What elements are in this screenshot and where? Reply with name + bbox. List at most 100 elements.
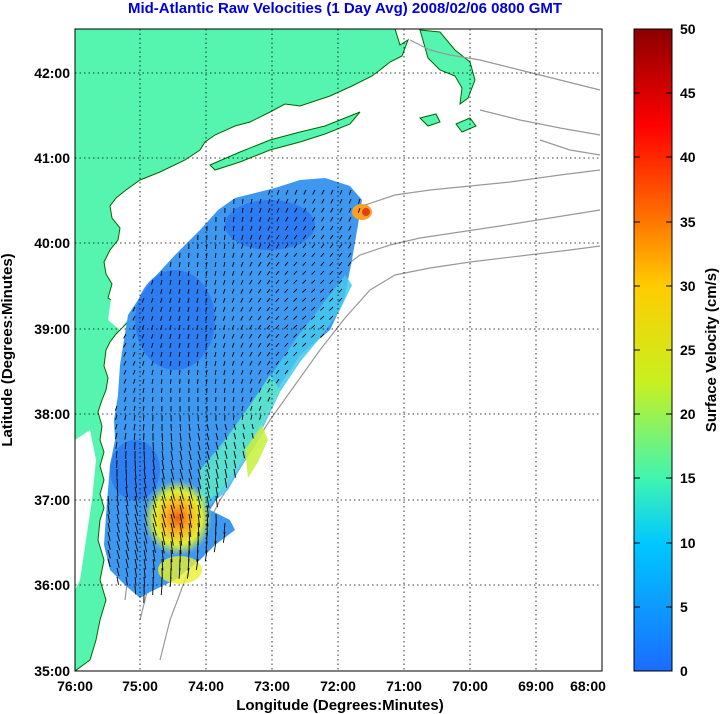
velocity-vector: [339, 225, 343, 231]
velocity-vector: [134, 495, 138, 507]
velocity-vector: [232, 414, 235, 421]
velocity-vector: [116, 576, 120, 585]
velocity-vector: [231, 288, 235, 294]
velocity-vector: [223, 369, 226, 376]
velocity-vector: [132, 342, 136, 348]
velocity-vector: [188, 252, 190, 259]
velocity-vector: [301, 315, 307, 320]
velocity-vector: [134, 468, 137, 479]
velocity-vector: [197, 504, 201, 518]
velocity-vector: [293, 243, 298, 249]
velocity-vector: [275, 324, 280, 330]
velocity-vector: [116, 486, 119, 497]
velocity-vector: [258, 351, 262, 357]
velocity-vector: [179, 504, 184, 519]
velocity-vector: [132, 333, 136, 339]
velocity-vector: [240, 360, 244, 366]
velocity-vector: [276, 243, 280, 249]
x-tick-label: 69:00: [518, 678, 554, 694]
velocity-vector: [241, 216, 244, 222]
velocity-vector: [123, 333, 127, 339]
velocity-vector: [266, 360, 271, 366]
velocity-vector: [197, 486, 202, 499]
velocity-vector: [143, 486, 147, 499]
velocity-vector: [125, 531, 130, 543]
velocity-vector: [196, 288, 199, 294]
velocity-vector: [302, 270, 307, 275]
velocity-vector: [266, 279, 271, 285]
velocity-vector: [186, 567, 190, 579]
velocity-vector: [169, 369, 172, 375]
velocity-vector: [188, 432, 191, 441]
velocity-vector: [187, 306, 190, 312]
y-tick-label: 38:00: [34, 406, 70, 422]
velocity-vector: [249, 360, 253, 366]
velocity-vector: [206, 486, 210, 499]
velocity-vector: [250, 414, 253, 420]
velocity-vector: [107, 540, 111, 550]
velocity-vector: [125, 468, 127, 479]
velocity-vector: [150, 315, 154, 321]
velocity-vector: [134, 585, 137, 595]
velocity-vector: [116, 558, 120, 568]
velocity-vector: [258, 234, 262, 240]
velocity-vector: [284, 270, 289, 276]
velocity-vector: [223, 342, 226, 348]
velocity-vector: [124, 414, 127, 421]
velocity-vector: [125, 558, 129, 569]
velocity-vector: [132, 315, 136, 321]
velocity-vector: [267, 198, 271, 204]
velocity-vector: [152, 486, 157, 499]
velocity-vector: [124, 441, 127, 450]
velocity-vector: [188, 459, 193, 470]
velocity-vector: [116, 522, 120, 533]
velocity-vector: [303, 216, 307, 222]
velocity-vector: [242, 423, 245, 430]
velocity-vector: [268, 189, 271, 195]
velocity-vector: [141, 351, 145, 357]
velocity-vector: [303, 189, 307, 195]
velocity-vector: [197, 450, 201, 461]
velocity-vector: [231, 270, 235, 276]
velocity-vector: [142, 360, 145, 366]
velocity-vector: [170, 432, 173, 441]
velocity-vector: [152, 495, 157, 508]
velocity-vector: [293, 297, 298, 302]
velocity-vector: [267, 396, 271, 402]
velocity-vector: [214, 378, 217, 384]
velocity-vector: [179, 450, 183, 461]
velocity-vector: [142, 423, 145, 431]
velocity-vector: [115, 441, 118, 449]
velocity-vector: [284, 297, 289, 302]
velocity-vector: [195, 558, 199, 571]
velocity-vector: [320, 234, 325, 240]
velocity-vector: [232, 261, 235, 267]
velocity-vector: [150, 333, 154, 339]
velocity-vector: [170, 441, 173, 451]
velocity-vector: [132, 369, 136, 375]
velocity-vector: [160, 306, 163, 312]
velocity-vector: [240, 279, 244, 285]
velocity-vector: [142, 396, 145, 402]
velocity-vector: [249, 387, 253, 393]
chesapeake-bay: [75, 430, 96, 590]
velocity-vector: [339, 207, 343, 213]
velocity-vector: [141, 315, 145, 321]
colorbar-tick-label: 15: [680, 470, 696, 486]
velocity-vector: [284, 333, 289, 339]
velocity-vector: [143, 576, 146, 587]
velocity-vector: [312, 216, 316, 222]
velocity-vector: [197, 252, 199, 259]
velocity-vector: [151, 279, 154, 285]
velocity-vector: [320, 279, 325, 284]
velocity-vector: [240, 324, 244, 330]
velocity-vector: [258, 243, 262, 249]
velocity-vector: [214, 288, 217, 294]
velocity-vector: [275, 306, 280, 312]
velocity-vector: [224, 225, 226, 232]
velocity-vector: [160, 369, 163, 375]
velocity-vector: [267, 243, 271, 249]
velocity-vector: [276, 225, 280, 231]
velocity-vector: [233, 432, 237, 440]
low-velocity-core: [225, 200, 315, 250]
